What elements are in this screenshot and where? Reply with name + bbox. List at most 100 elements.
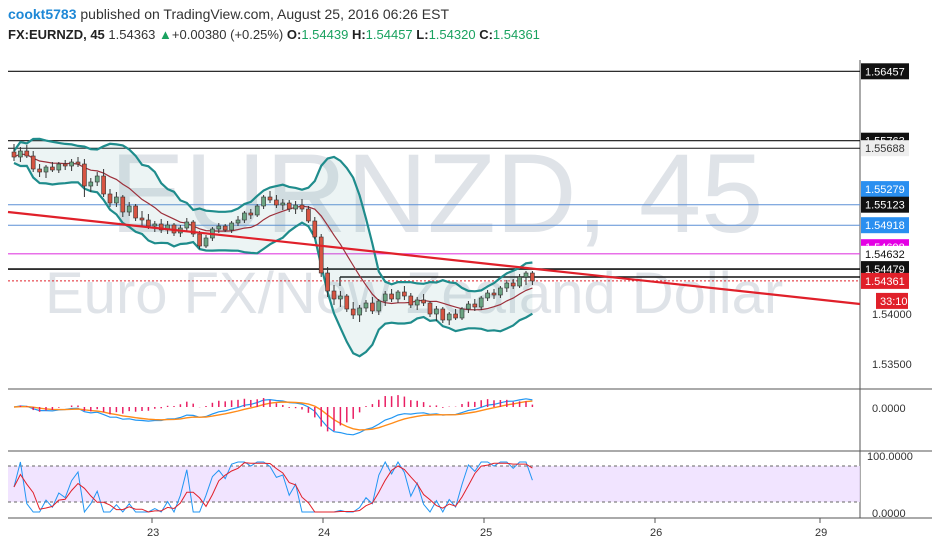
price-label-bg-5 — [861, 217, 909, 234]
x-tick-24: 24 — [318, 527, 330, 539]
candle-57 — [376, 300, 382, 312]
x-tick-23: 23 — [147, 527, 159, 539]
stoch-d-line — [13, 462, 533, 513]
candle-81 — [530, 272, 535, 282]
last-price: 1.54363 — [108, 27, 156, 42]
candle-14 — [101, 175, 106, 195]
candle-32 — [216, 225, 222, 230]
candle-37 — [248, 212, 254, 216]
price-label-9: 1.54361 — [865, 276, 905, 288]
candle-15 — [107, 193, 113, 204]
macd-signal-line — [13, 400, 533, 431]
candle-6 — [50, 166, 55, 171]
low-value: 1.54320 — [428, 27, 476, 42]
open-label: O: — [286, 27, 302, 42]
candle-78 — [510, 282, 516, 287]
y-tick-1: 1.54000 — [872, 309, 912, 321]
candle-65 — [427, 302, 433, 315]
high-value: 1.54457 — [365, 27, 413, 42]
candle-36 — [242, 212, 247, 221]
candle-49 — [325, 272, 330, 292]
trend-line — [7, 210, 861, 306]
candle-27 — [184, 221, 190, 229]
price-label-0: 1.56457 — [865, 66, 905, 78]
candle-72 — [472, 303, 478, 308]
candle-46 — [306, 208, 311, 222]
candle-8 — [62, 163, 68, 167]
candle-44 — [293, 204, 298, 210]
price-label-bg-7 — [861, 245, 909, 262]
stoch-tick-low: 0.0000 — [872, 508, 906, 520]
symbol-header: FX:EURNZD, 45 1.54363 ▲+0.00380 (+0.25%)… — [8, 27, 540, 42]
candle-33 — [222, 225, 228, 231]
publish-info: published on TradingView.com, August 25,… — [80, 6, 450, 22]
candle-51 — [338, 295, 343, 300]
candle-29 — [197, 233, 202, 247]
countdown-bg — [876, 292, 908, 309]
candle-13 — [94, 175, 100, 183]
price-change: +0.00380 (+0.25%) — [171, 27, 284, 42]
candle-73 — [478, 297, 484, 308]
candle-63 — [414, 299, 420, 306]
price-label-bg-3 — [861, 181, 909, 198]
x-tick-25: 25 — [480, 527, 492, 539]
price-label-2: 1.55688 — [865, 143, 905, 155]
candle-61 — [402, 291, 407, 297]
stoch-tick-high: 100.0000 — [867, 451, 913, 463]
high-label: H: — [351, 27, 366, 42]
candle-53 — [350, 308, 356, 316]
candle-18 — [126, 205, 132, 213]
candle-22 — [152, 223, 158, 227]
open-value: 1.54439 — [301, 27, 349, 42]
watermark-description: Euro FX/New Zealand Dollar — [45, 261, 783, 326]
price-label-3: 1.55279 — [865, 184, 905, 196]
candle-52 — [344, 295, 350, 310]
candle-16 — [114, 196, 119, 204]
candle-19 — [133, 205, 138, 219]
candle-58 — [382, 293, 388, 302]
candle-0 — [11, 151, 17, 158]
candle-10 — [75, 161, 81, 165]
stoch-band — [8, 466, 860, 502]
plot-layer — [7, 70, 861, 523]
candle-77 — [504, 282, 510, 289]
up-arrow-icon: ▲ — [159, 27, 172, 42]
bollinger-fill — [14, 138, 533, 357]
price-label-bg-0 — [861, 63, 909, 80]
macd-tick: 0.0000 — [872, 403, 906, 415]
author-link[interactable]: cookt5783 — [8, 6, 77, 22]
candle-67 — [440, 308, 446, 321]
candle-70 — [459, 308, 465, 319]
candle-47 — [312, 220, 318, 238]
low-label: L: — [416, 27, 429, 42]
x-tick-29: 29 — [815, 527, 827, 539]
candle-80 — [523, 272, 529, 278]
y-tick-2: 1.53500 — [872, 359, 912, 371]
candle-17 — [120, 196, 126, 213]
candle-23 — [158, 223, 164, 231]
publish-header: cookt5783 published on TradingView.com, … — [8, 6, 449, 22]
candle-4 — [37, 168, 42, 173]
price-label-7: 1.54632 — [865, 249, 905, 261]
candle-64 — [421, 299, 426, 304]
candle-28 — [190, 221, 196, 235]
candle-48 — [318, 236, 324, 274]
candle-71 — [466, 303, 471, 310]
candle-62 — [408, 295, 414, 306]
candle-2 — [24, 150, 30, 157]
close-label: C: — [479, 27, 493, 42]
candle-79 — [517, 276, 522, 287]
moving-average — [13, 153, 533, 311]
x-tick-26: 26 — [650, 527, 662, 539]
candle-34 — [229, 222, 234, 231]
candle-42 — [280, 202, 286, 206]
close-value: 1.54361 — [492, 27, 540, 42]
candle-69 — [453, 313, 458, 319]
candle-1 — [18, 150, 23, 158]
price-label-bg-9 — [861, 272, 909, 289]
candle-3 — [30, 155, 36, 170]
candle-5 — [43, 166, 49, 173]
candle-76 — [498, 287, 503, 296]
candle-41 — [274, 199, 279, 206]
